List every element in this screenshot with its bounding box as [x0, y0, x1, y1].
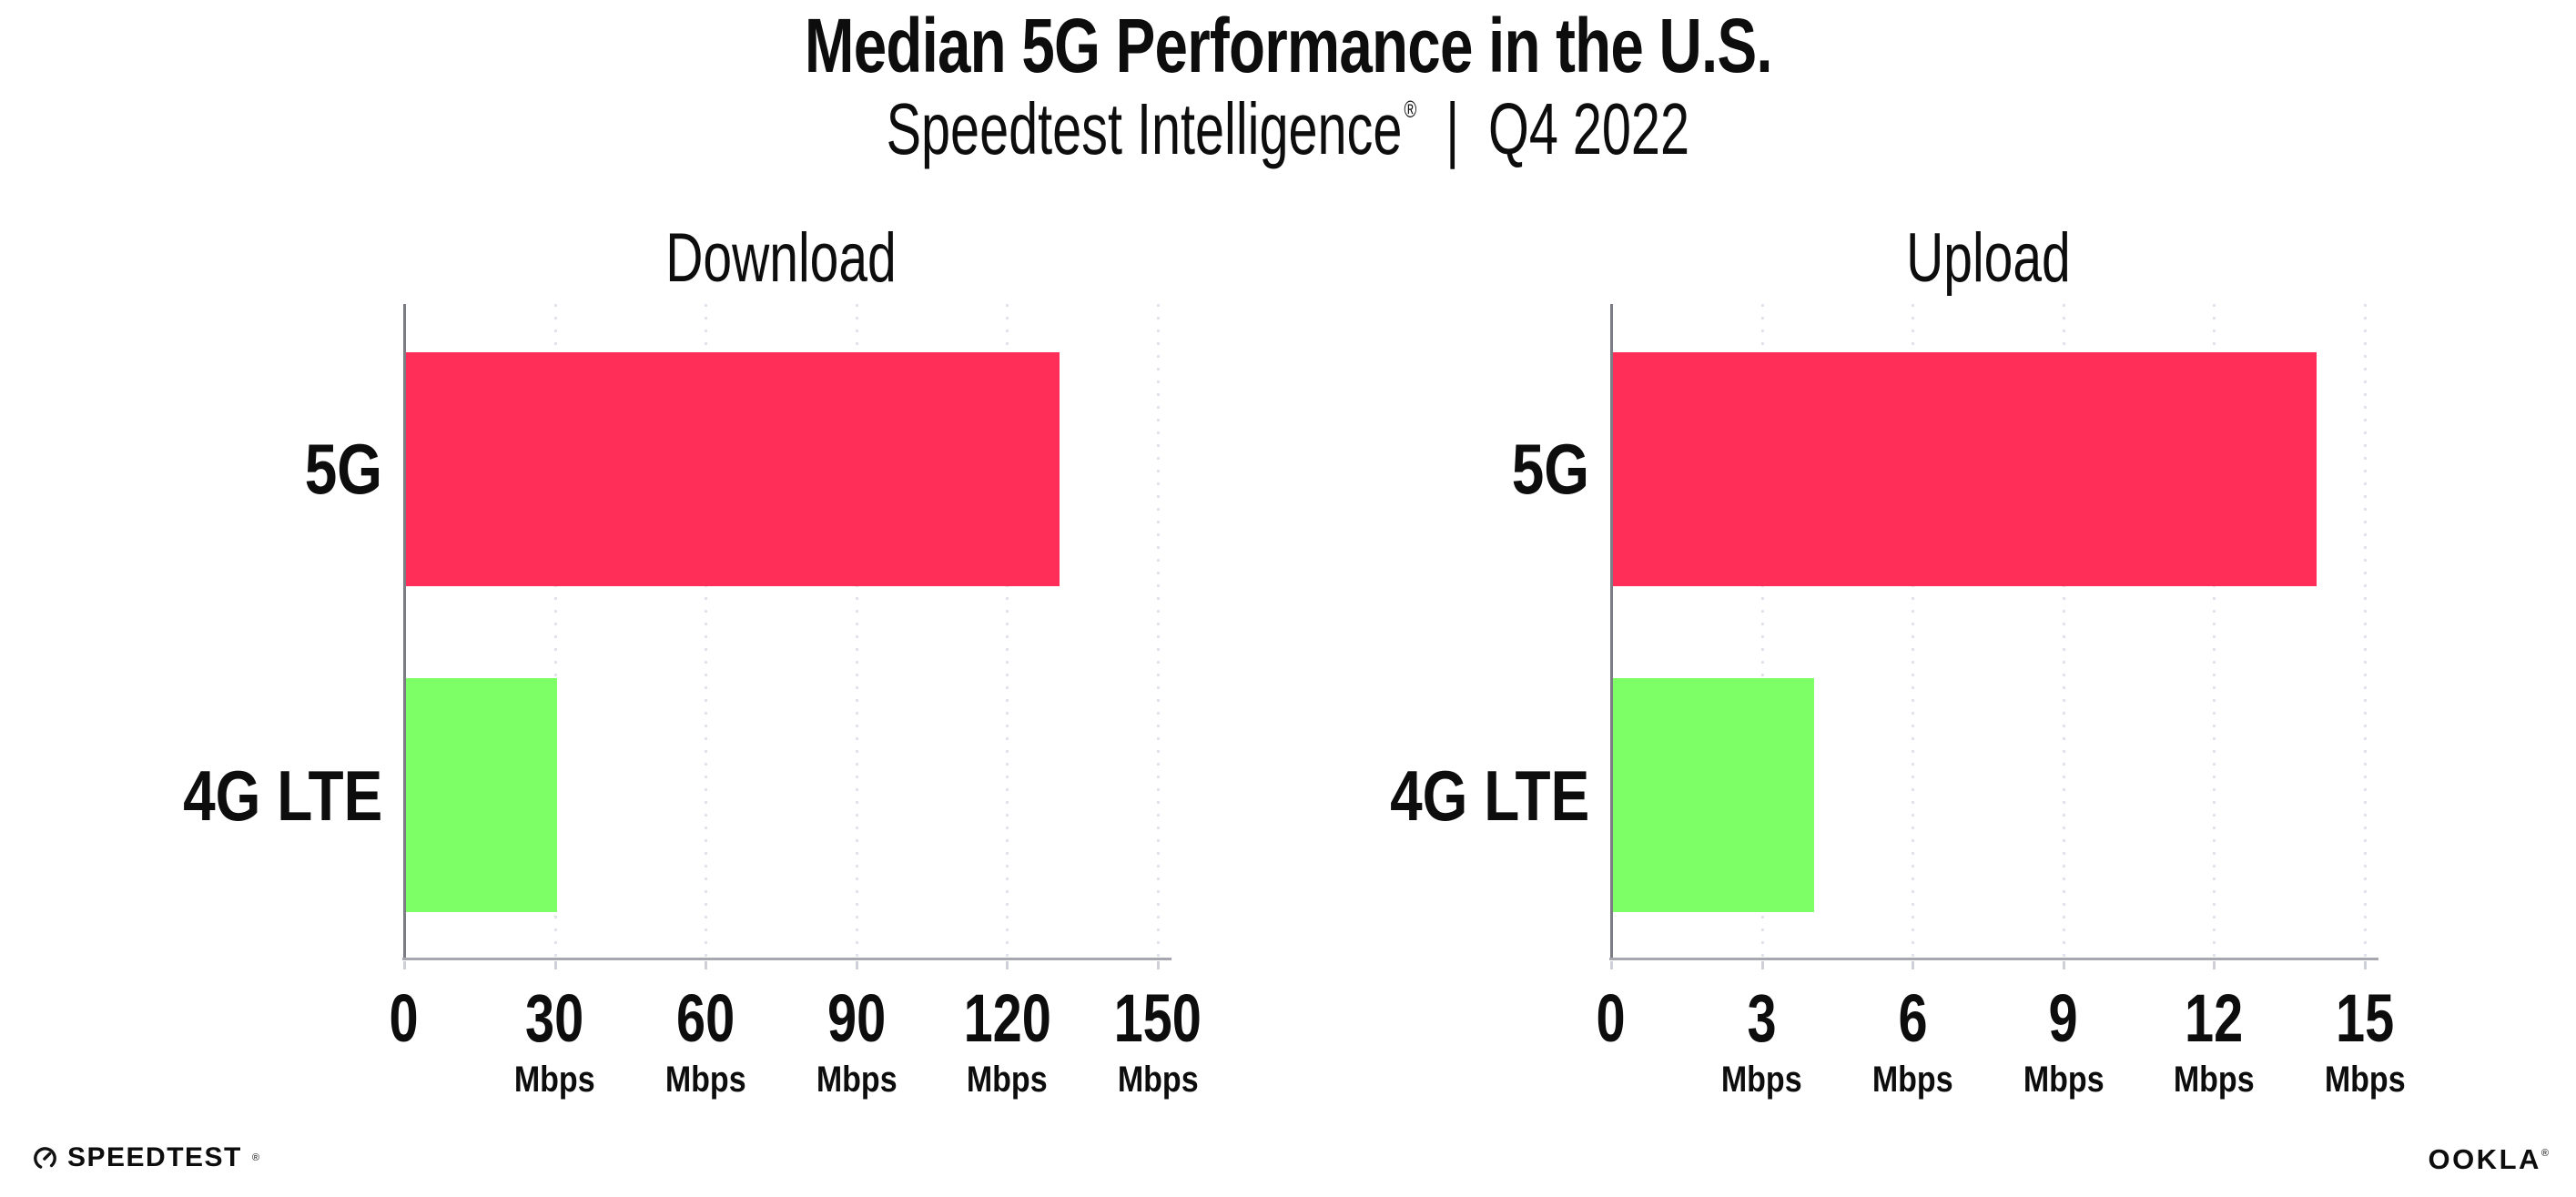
speedtest-wordmark: SPEEDTEST	[67, 1142, 242, 1172]
gridline	[2364, 304, 2367, 959]
x-tick-label: 60 Mbps	[664, 980, 746, 1100]
axis-tick	[2062, 961, 2065, 969]
gridline	[1912, 304, 1915, 959]
page-title: Median 5G Performance in the U.S.	[804, 3, 1773, 88]
gridline	[705, 304, 708, 959]
x-axis-line	[1609, 958, 2378, 960]
x-tick-label: 12 Mbps	[2174, 980, 2255, 1100]
bar-5g-download	[406, 352, 1060, 586]
subtitle-separator: |	[1445, 88, 1460, 169]
subtitle-brand: Speedtest Intelligence	[886, 88, 1403, 169]
axis-tick	[403, 961, 406, 969]
gridline	[2062, 304, 2065, 959]
upload-chart: Upload 5G 4G LTE 0	[1325, 209, 2500, 1147]
x-tick-label: 9 Mbps	[2023, 980, 2104, 1100]
bar-4g-lte-upload	[1613, 678, 1814, 912]
speedtest-gauge-icon	[34, 1146, 56, 1170]
category-label-4g-lte: 4G LTE	[182, 756, 382, 836]
page-subtitle: Speedtest Intelligence® | Q4 2022	[0, 87, 2576, 171]
gridline	[1157, 304, 1160, 959]
category-label-5g: 5G	[1511, 429, 1589, 509]
bar-4g-lte-download	[406, 678, 557, 912]
x-tick-label: 6 Mbps	[1871, 980, 1953, 1100]
bar-5g-upload	[1613, 352, 2317, 586]
x-tick-label: 0	[1596, 980, 1627, 1056]
x-tick-label: 120 Mbps	[963, 980, 1051, 1100]
gridline	[1006, 304, 1009, 959]
speedtest-logo: SPEEDTEST ®	[33, 1142, 259, 1173]
x-tick-label: 90 Mbps	[816, 980, 898, 1100]
axis-tick	[553, 961, 557, 969]
x-tick-label: 30 Mbps	[514, 980, 595, 1100]
axis-tick	[2213, 961, 2216, 969]
plot-area	[402, 304, 1171, 969]
header: Median 5G Performance in the U.S.	[0, 2, 2576, 90]
axis-tick	[1610, 961, 1613, 969]
y-axis-line	[403, 304, 406, 960]
axis-tick	[1157, 961, 1160, 969]
x-axis-labels: 0 3 Mbps 6 Mbps 9 Mbps 12 Mbps 15 Mbps	[1597, 980, 2405, 1140]
registered-mark: ®	[2541, 1148, 2549, 1159]
x-axis-line	[402, 958, 1171, 960]
registered-mark: ®	[251, 1152, 259, 1163]
y-axis-line	[1610, 304, 1613, 960]
axis-tick	[2364, 961, 2367, 969]
gridline	[2213, 304, 2216, 959]
x-axis-labels: 0 30 Mbps 60 Mbps 90 Mbps 120 Mbps 150 M…	[390, 980, 1202, 1140]
plot-area	[1609, 304, 2378, 969]
x-tick-label: 150 Mbps	[1113, 980, 1202, 1100]
x-tick-label: 3 Mbps	[1721, 980, 1802, 1100]
gridline	[1760, 304, 1764, 959]
axis-tick	[1006, 961, 1009, 969]
gridline	[855, 304, 858, 959]
subtitle-period: Q4 2022	[1488, 88, 1690, 169]
axis-tick	[1912, 961, 1915, 969]
download-chart: Download 5G 4G LTE 0	[118, 209, 1293, 1147]
chart-title-download: Download	[665, 219, 897, 297]
x-tick-label: 15 Mbps	[2324, 980, 2406, 1100]
category-label-5g: 5G	[304, 429, 382, 509]
registered-mark: ®	[1404, 96, 1417, 123]
axis-tick	[1760, 961, 1764, 969]
chart-title-upload: Upload	[1905, 219, 2071, 297]
x-tick-label: 0	[389, 980, 420, 1056]
gridline	[553, 304, 557, 959]
ookla-wordmark: OOKLA	[2428, 1143, 2541, 1175]
axis-tick	[705, 961, 708, 969]
ookla-logo: OOKLA®	[2428, 1143, 2549, 1176]
category-label-4g-lte: 4G LTE	[1389, 756, 1589, 836]
axis-tick	[855, 961, 858, 969]
